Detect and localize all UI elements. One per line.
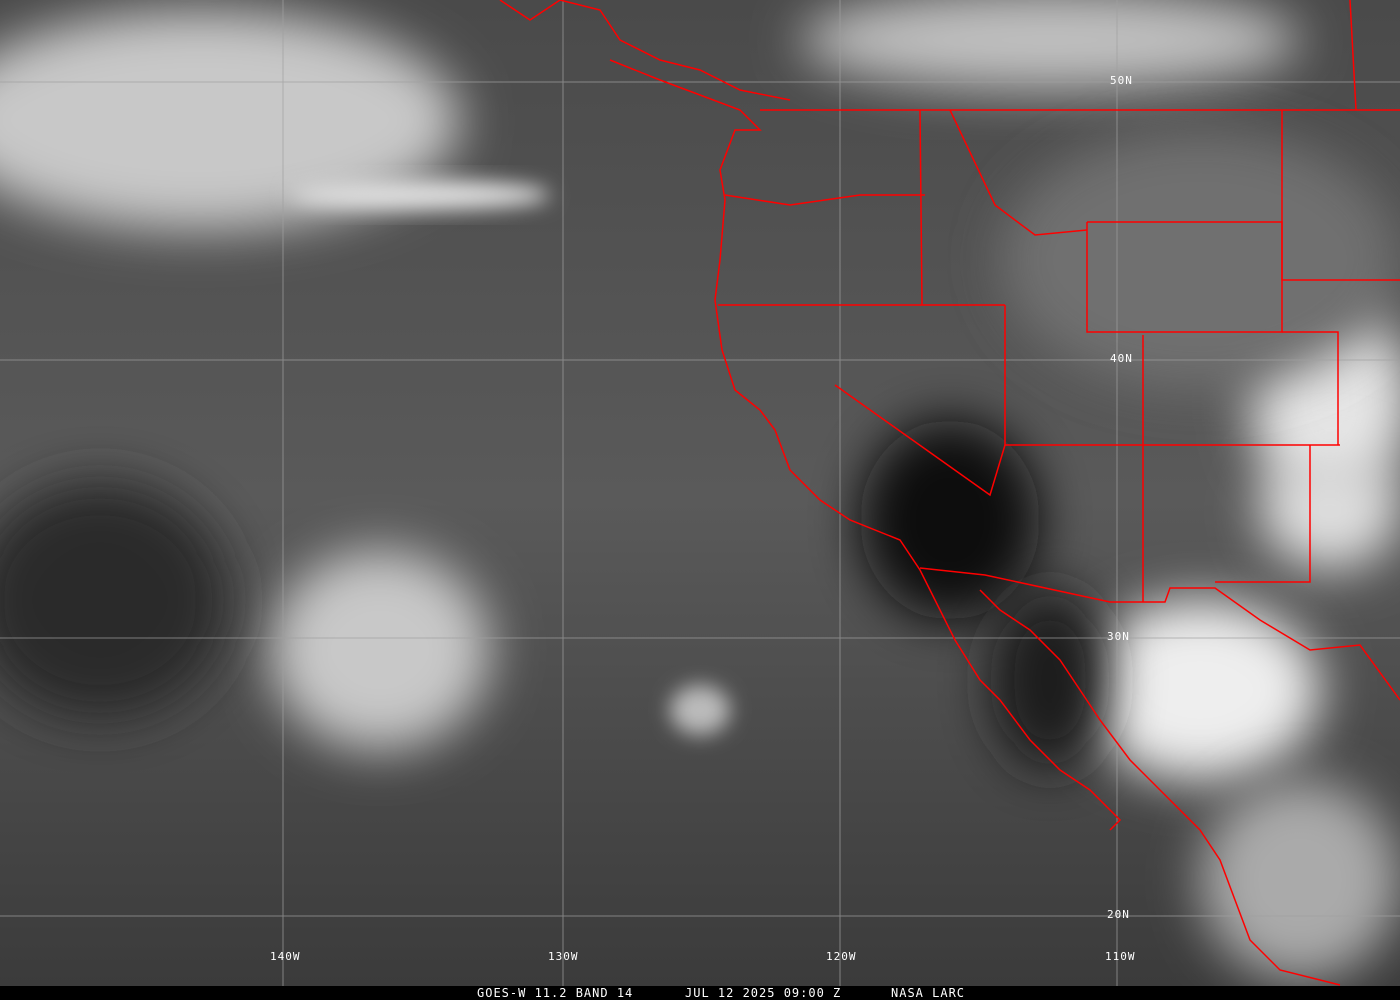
lat-label-50n: 50N	[1110, 74, 1133, 87]
bc-coast	[499, 0, 791, 101]
lon-label-140w: 140W	[270, 950, 301, 963]
lat-label-40n: 40N	[1110, 352, 1133, 365]
state-border-ca-nv	[834, 384, 1006, 497]
lon-label-110w: 110W	[1105, 950, 1136, 963]
state-border-co-ks	[1282, 331, 1339, 445]
lon-label-130w: 130W	[548, 950, 579, 963]
state-border-nv-ut	[1004, 305, 1340, 446]
state-border-east	[1281, 110, 1400, 281]
credit-label: NASA LARC	[891, 986, 966, 1000]
state-border-mt	[949, 109, 1088, 236]
mexico-us-border	[919, 567, 1400, 701]
state-border-wa-or	[724, 194, 925, 206]
canada-border-east	[1349, 0, 1357, 111]
timestamp-label: JUL 12 2025 09:00 Z	[685, 986, 842, 1000]
coastline-gulf	[979, 589, 1341, 986]
satellite-band-label: GOES-W 11.2 BAND 14	[477, 986, 634, 1000]
state-border-id	[919, 109, 923, 306]
political-borders	[499, 0, 1400, 986]
coastline-west	[609, 59, 1122, 831]
lon-label-120w: 120W	[826, 950, 857, 963]
state-border-tx	[1215, 445, 1311, 583]
lat-label-20n: 20N	[1107, 908, 1130, 921]
image-caption-bar: GOES-W 11.2 BAND 14 JUL 12 2025 09:00 Z …	[0, 986, 1400, 1000]
lat-label-30n: 30N	[1107, 630, 1130, 643]
